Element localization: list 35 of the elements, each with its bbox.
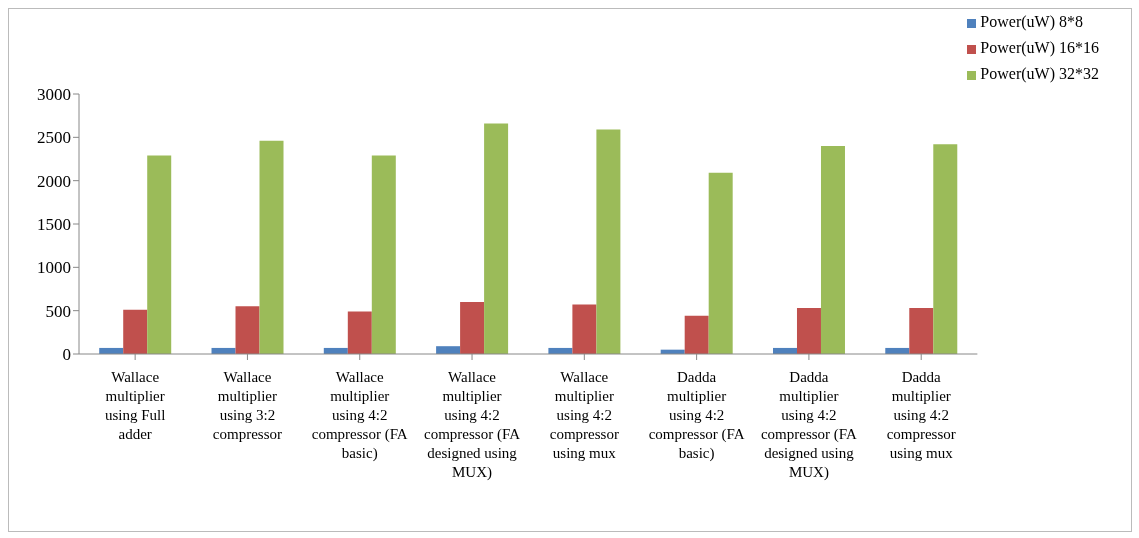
- bar: [909, 308, 934, 354]
- bar: [596, 129, 621, 354]
- bar: [708, 172, 733, 354]
- bar: [347, 311, 372, 354]
- bar: [460, 302, 485, 354]
- x-tick-label: Dadda multiplier using 4:2 compressor (FA basic): [648, 369, 745, 462]
- x-tick-label: Dadda multiplier using 4:2 compressor (FA designed using MUX): [760, 369, 858, 481]
- y-tick-label: 500: [45, 301, 71, 321]
- bar: [436, 346, 461, 354]
- bar: [259, 140, 284, 354]
- x-tick-label: Wallace multiplier using Full adder: [104, 369, 166, 442]
- bar: [123, 309, 148, 354]
- bar: [572, 304, 597, 354]
- bar: [235, 306, 260, 354]
- y-tick-label: 3000: [37, 85, 71, 105]
- x-tick-label: Wallace multiplier using 4:2 compressor using mux: [549, 369, 619, 461]
- bar: [933, 144, 958, 354]
- y-tick-label: 0: [62, 345, 71, 365]
- bar: [820, 146, 845, 354]
- bar: [796, 308, 821, 354]
- bar: [371, 155, 396, 354]
- legend-label: Power(uW) 32*32: [980, 65, 1099, 82]
- bar: [147, 155, 172, 354]
- x-tick-label: Wallace multiplier using 4:2 compressor (FA basic): [311, 369, 408, 462]
- bar: [484, 123, 509, 354]
- y-tick-label: 2000: [37, 171, 71, 191]
- x-tick-label: Wallace multiplier using 3:2 compressor: [212, 369, 283, 442]
- legend-label: Power(uW) 8*8: [980, 13, 1083, 30]
- x-tick-label: Wallace multiplier using 4:2 compressor (FA designed using MUX): [424, 369, 521, 481]
- y-tick-label: 2500: [37, 128, 71, 148]
- bar: [684, 315, 709, 354]
- x-tick-label: Dadda multiplier using 4:2 compressor using mux: [886, 369, 956, 461]
- y-tick-label: 1500: [37, 215, 71, 235]
- legend-label: Power(uW) 16*16: [980, 39, 1099, 56]
- y-tick-label: 1000: [37, 258, 71, 278]
